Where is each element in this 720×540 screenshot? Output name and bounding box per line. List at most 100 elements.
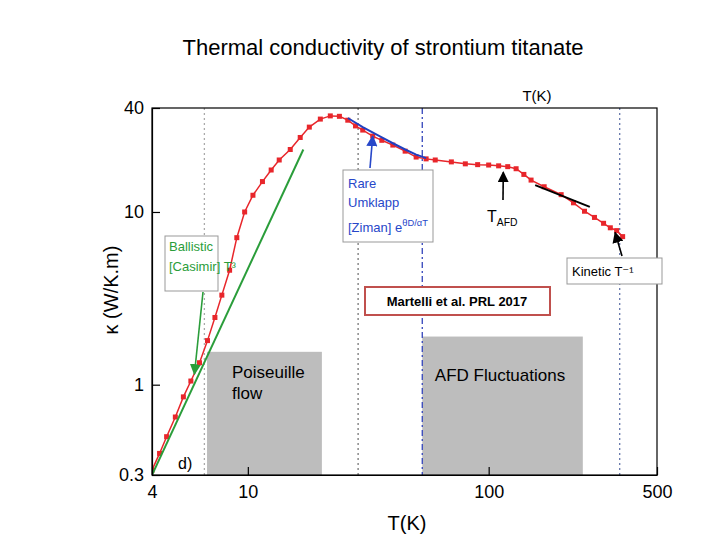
title: Thermal conductivity of strontium titana… [182,35,583,60]
y-axis-tick-label: 40 [124,98,144,118]
marker [529,178,534,183]
marker [298,135,303,140]
y-axis-tick-mark [152,475,160,476]
background [0,0,720,540]
annotation-box [343,170,433,242]
marker [212,315,217,320]
x-axis-tick-mark [657,467,658,475]
y-axis-tick-mark [152,385,160,386]
annotation-box [365,287,550,315]
y-axis-tick-mark [152,108,160,109]
x-axis-tick-label: 4 [147,482,157,502]
annotation: [Casimir] T³ [169,259,237,274]
marker [601,221,606,226]
annotation: TAFD [487,208,518,228]
annotation: Kinetic T⁻¹ [572,264,634,279]
y-axis-tick: 40 [124,98,160,118]
marker [521,172,526,177]
region [422,337,583,475]
marker [496,163,501,168]
region-label: AFD Fluctuations [435,366,565,385]
series-line [152,116,623,470]
series-line [152,150,303,475]
marker [234,235,239,240]
marker [582,209,587,214]
y-axis-line [152,109,153,476]
annotation: T(K) [522,87,551,104]
x-axis-tick-label: 100 [474,482,504,502]
annotation-superscript: θD/αT [402,218,428,228]
annotation-text: Rare [348,176,376,191]
marker [242,209,247,214]
marker [620,234,625,239]
y-axis-tick-mark [152,212,160,213]
annotation-subscript: AFD [497,217,518,228]
marker [463,161,468,166]
annotation-arrow [370,136,373,168]
x-axis-line [153,475,658,476]
marker [288,147,293,152]
annotation-text: [Ziman] e [348,220,402,235]
annotation: Martelli et al. PRL 2017 [387,294,528,309]
annotation: Umklapp [348,195,399,210]
marker [337,114,342,119]
y-axis-title: κ (W/K.m) [100,246,122,335]
x-axis-tick-mark [489,467,490,475]
marker [260,179,265,184]
series-line [348,118,426,158]
marker [475,162,480,167]
x-axis: 4 10 100 500 [147,467,672,502]
x-axis-title: T(K) [388,512,427,534]
annotation: [Ziman] eθD/αT [348,218,428,235]
annotation: Ballistic [169,239,214,254]
marker [514,166,519,171]
marker [318,117,323,122]
marker [614,228,619,233]
x-axis-tick-label: 10 [238,482,258,502]
reference-line [357,108,358,475]
y-axis: 0.3 1 10 40 [119,98,160,485]
y-axis-tick-label: 0.3 [119,465,144,485]
x-axis-tick: 100 [474,467,504,502]
plot-area [152,108,625,475]
marker [433,157,438,162]
marker [219,293,224,298]
marker [277,157,282,162]
annotation-text: [Casimir] T³ [169,259,237,274]
annotation-arrow [194,292,203,374]
x-axis-tick-mark [248,467,249,475]
y-axis-tick-label: 1 [134,375,144,395]
x-axis-tick-label: 500 [642,482,672,502]
marker [328,113,333,118]
annotation-text: Umklapp [348,195,399,210]
marker [307,125,312,130]
marker [205,338,210,343]
series-line [535,185,590,207]
region-label: flow [232,384,263,403]
plot-frame [152,108,657,475]
annotation-text: d) [178,455,192,472]
marker [181,394,186,399]
marker [592,215,597,220]
chart: Thermal conductivity of strontium titana… [0,0,720,540]
annotation-text: Kinetic T⁻¹ [572,264,634,279]
region-label: Poiseuille [232,363,305,382]
annotation-box [567,258,662,284]
marker [449,159,454,164]
annotation: Rare [348,176,376,191]
annotation-arrow [615,233,622,256]
marker [486,163,491,168]
marker [197,360,202,365]
y-axis-tick-label: 10 [124,202,144,222]
region [207,352,322,475]
y-axis-tick: 1 [134,375,160,395]
reference-line [619,108,620,475]
marker [608,225,613,230]
x-axis-tick: 10 [238,467,258,502]
y-axis-tick: 0.3 [119,465,160,485]
marker [188,379,193,384]
marker [269,168,274,173]
annotation: d) [178,455,192,472]
annotation-text: T(K) [522,87,551,104]
annotation-text: Martelli et al. PRL 2017 [387,294,528,309]
